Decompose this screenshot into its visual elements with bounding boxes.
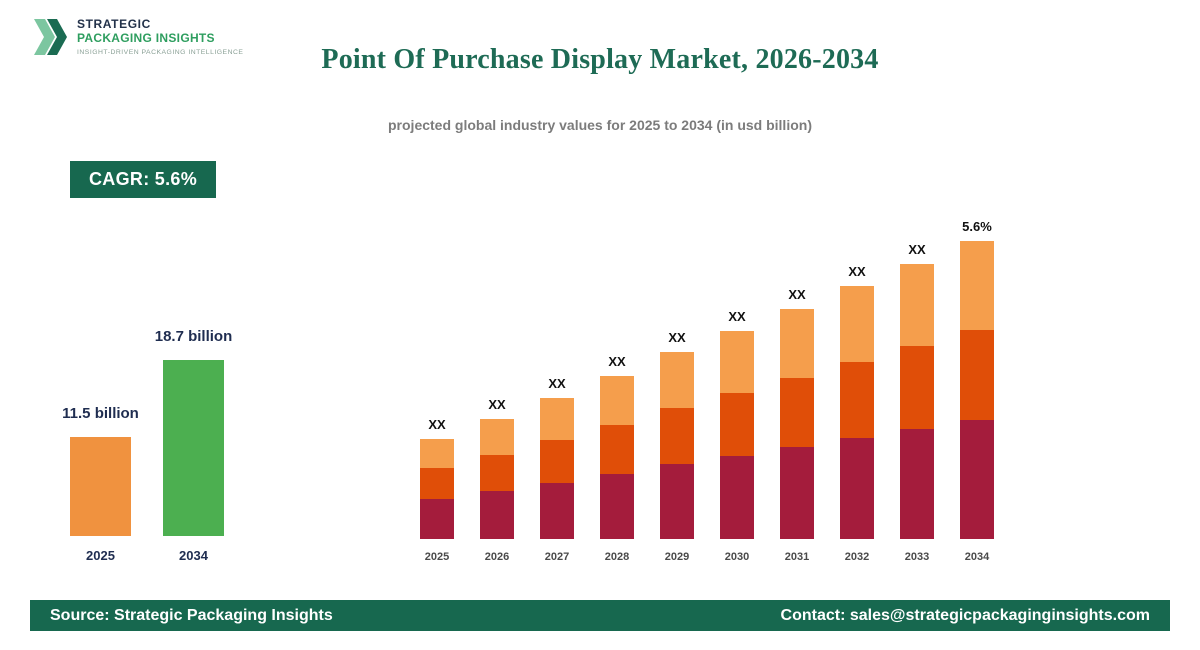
- logo-line2: PACKAGING INSIGHTS: [77, 30, 215, 45]
- stacked-year-label: 2032: [844, 551, 870, 563]
- stack-segment-top: [660, 352, 694, 408]
- summary-value-label: 18.7 billion: [154, 328, 233, 345]
- stacked-bar-group-2033: XX 2033: [900, 242, 934, 563]
- page-subtitle: projected global industry values for 202…: [388, 117, 812, 133]
- stacked-bar-2029: [660, 352, 694, 539]
- stacked-year-label: 2031: [784, 551, 810, 563]
- stacked-year-label: 2026: [484, 551, 510, 563]
- stack-segment-middle: [960, 330, 994, 420]
- stack-segment-bottom: [420, 499, 454, 539]
- stacked-bar-top-label: 5.6%: [962, 219, 992, 234]
- stack-segment-middle: [660, 408, 694, 464]
- stack-segment-bottom: [720, 456, 754, 539]
- stack-segment-bottom: [840, 438, 874, 539]
- stacked-chart: XX 2025 XX 2026 XX 2027 XX 2028 XX 2029 XX 2030 XX 20…: [420, 200, 994, 563]
- stacked-bar-group-2030: XX 2030: [720, 309, 754, 563]
- stacked-bar-group-2025: XX 2025: [420, 417, 454, 563]
- stacked-year-label: 2030: [724, 551, 750, 563]
- stack-segment-middle: [540, 440, 574, 483]
- logo-line1: STRATEGIC: [77, 16, 151, 31]
- stack-segment-middle: [480, 455, 514, 491]
- stack-segment-top: [540, 398, 574, 440]
- stack-segment-middle: [600, 425, 634, 474]
- stacked-bar-top-label: XX: [428, 417, 446, 432]
- stacked-bar-top-label: XX: [668, 330, 686, 345]
- summary-value-label: 11.5 billion: [62, 405, 139, 422]
- stacked-year-label: 2028: [604, 551, 630, 563]
- stack-segment-top: [420, 439, 454, 468]
- summary-bar-group-2034: 18.7 billion 2034: [155, 328, 233, 563]
- summary-bar-2025: [70, 437, 131, 536]
- summary-year-label: 2025: [86, 548, 115, 563]
- footer-bar: Source: Strategic Packaging Insights Con…: [30, 600, 1170, 631]
- stacked-bar-top-label: XX: [488, 397, 506, 412]
- stacked-bar-group-2029: XX 2029: [660, 330, 694, 563]
- footer-source: Source: Strategic Packaging Insights: [50, 606, 333, 624]
- stack-segment-bottom: [600, 474, 634, 539]
- stacked-bar-top-label: XX: [728, 309, 746, 324]
- stacked-bar-2033: [900, 264, 934, 539]
- stack-segment-bottom: [780, 447, 814, 539]
- logo: STRATEGIC PACKAGING INSIGHTS INSIGHT-DRI…: [32, 16, 243, 58]
- stack-segment-bottom: [480, 491, 514, 539]
- stacked-bar-top-label: XX: [548, 376, 566, 391]
- stacked-bar-group-2028: XX 2028: [600, 354, 634, 563]
- stack-segment-middle: [780, 378, 814, 447]
- stack-segment-top: [780, 309, 814, 378]
- stack-segment-middle: [840, 362, 874, 438]
- stacked-bar-top-label: XX: [908, 242, 926, 257]
- stack-segment-middle: [420, 468, 454, 499]
- stack-segment-bottom: [540, 483, 574, 539]
- logo-text: STRATEGIC PACKAGING INSIGHTS INSIGHT-DRI…: [77, 17, 243, 57]
- summary-year-label: 2034: [179, 548, 208, 563]
- footer-contact: Contact: sales@strategicpackaginginsight…: [780, 606, 1150, 624]
- stacked-year-label: 2034: [964, 551, 990, 563]
- stacked-bar-top-label: XX: [608, 354, 626, 369]
- stacked-year-label: 2027: [544, 551, 570, 563]
- summary-chart: 11.5 billion 2025 18.7 billion 2034: [62, 318, 233, 563]
- stack-segment-top: [480, 419, 514, 455]
- stack-segment-top: [840, 286, 874, 362]
- stack-segment-top: [900, 264, 934, 346]
- stacked-bar-2026: [480, 419, 514, 539]
- summary-bar-2034: [163, 360, 224, 536]
- stacked-bar-group-2034: 5.6% 2034: [960, 219, 994, 563]
- stacked-bar-group-2026: XX 2026: [480, 397, 514, 563]
- stacked-year-label: 2025: [424, 551, 450, 563]
- stack-segment-top: [960, 241, 994, 330]
- stack-segment-bottom: [660, 464, 694, 539]
- stacked-bar-2034: [960, 241, 994, 539]
- stacked-bar-2030: [720, 331, 754, 539]
- stack-segment-bottom: [960, 420, 994, 539]
- stacked-bar-group-2027: XX 2027: [540, 376, 574, 563]
- stack-segment-middle: [720, 393, 754, 456]
- stack-segment-top: [720, 331, 754, 393]
- page-title: Point Of Purchase Display Market, 2026-2…: [321, 44, 879, 75]
- summary-bar-group-2025: 11.5 billion 2025: [62, 405, 139, 563]
- stack-segment-bottom: [900, 429, 934, 539]
- stacked-year-label: 2029: [664, 551, 690, 563]
- stack-segment-top: [600, 376, 634, 425]
- stacked-bar-group-2032: XX 2032: [840, 264, 874, 563]
- stacked-bar-2031: [780, 309, 814, 539]
- stacked-year-label: 2033: [904, 551, 930, 563]
- logo-tagline: INSIGHT-DRIVEN PACKAGING INTELLIGENCE: [77, 49, 244, 57]
- stacked-bar-2028: [600, 376, 634, 539]
- stacked-bar-2027: [540, 398, 574, 539]
- stacked-bar-2032: [840, 286, 874, 539]
- stacked-bar-2025: [420, 439, 454, 539]
- stacked-bar-top-label: XX: [788, 287, 806, 302]
- cagr-badge: CAGR: 5.6%: [70, 161, 217, 198]
- stack-segment-middle: [900, 346, 934, 429]
- logo-chevrons-icon: [34, 19, 67, 55]
- stacked-bar-group-2031: XX 2031: [780, 287, 814, 563]
- stacked-bar-top-label: XX: [848, 264, 866, 279]
